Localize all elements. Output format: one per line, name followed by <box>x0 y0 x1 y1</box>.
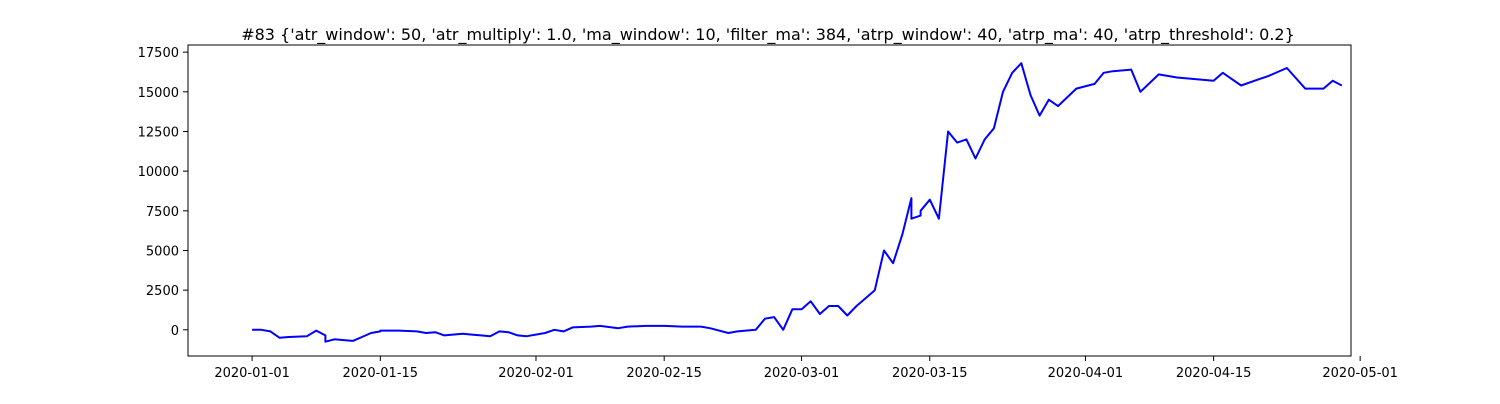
y-tick-label: 5000 <box>146 244 179 259</box>
x-tick-label: 2020-02-01 <box>498 366 574 381</box>
x-tick-label: 2020-03-15 <box>892 366 968 381</box>
y-tick-label: 7500 <box>146 205 179 220</box>
x-tick-label: 2020-04-15 <box>1176 366 1252 381</box>
y-tick-label: 0 <box>171 324 179 339</box>
plot-area <box>252 62 1343 343</box>
x-tick-label: 2020-04-01 <box>1048 366 1124 381</box>
y-tick-label: 2500 <box>146 284 179 299</box>
plot-frame <box>187 44 1352 357</box>
chart-title: #83 {'atr_window': 50, 'atr_multiply': 1… <box>241 25 1295 45</box>
y-tick-label: 17500 <box>138 46 179 61</box>
y-tick-label: 12500 <box>138 125 179 140</box>
x-tick-label: 2020-02-15 <box>626 366 702 381</box>
series-line-0 <box>252 62 1343 343</box>
x-tick-label: 2020-01-01 <box>214 366 290 381</box>
y-tick-label: 10000 <box>138 165 179 180</box>
y-axis: 0 2500 5000 7500 10000 12500 15000 17500 <box>138 46 188 339</box>
y-tick-label: 15000 <box>138 86 179 101</box>
x-tick-label: 2020-03-01 <box>764 366 840 381</box>
x-axis: 2020-01-01 2020-01-15 2020-02-01 2020-02-15… <box>214 356 1398 381</box>
x-tick-label: 2020-05-01 <box>1322 366 1398 381</box>
x-tick-label: 2020-01-15 <box>343 366 419 381</box>
